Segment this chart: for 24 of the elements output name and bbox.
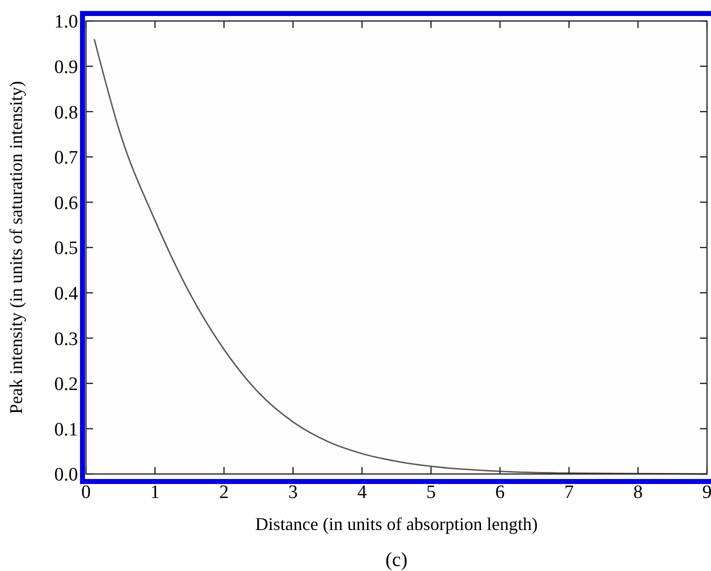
y-tick-label: 0.0	[54, 464, 78, 486]
x-tick-label: 5	[426, 482, 436, 503]
y-tick-label: 0.6	[54, 192, 78, 214]
y-tick-label: 0.3	[54, 328, 78, 350]
y-tick-label: 0.5	[54, 238, 78, 260]
y-tick-label: 1.0	[54, 12, 78, 33]
x-tick-label: 1	[150, 482, 160, 503]
y-tick-label: 0.4	[54, 283, 78, 304]
x-tick-label: 3	[288, 482, 298, 503]
y-tick-label: 0.9	[54, 56, 78, 78]
x-tick-label: 6	[495, 482, 505, 503]
y-tick-label: 0.7	[54, 148, 78, 169]
y-tick-label: 0.1	[54, 419, 78, 440]
x-tick-label: 8	[633, 482, 643, 503]
x-tick-label: 0	[81, 482, 91, 503]
text: (c)	[385, 549, 408, 571]
x-tick-label: 2	[219, 482, 229, 503]
y-tick-label: 0.8	[54, 102, 78, 124]
x-tick-label: 9	[702, 482, 711, 503]
x-axis-title: Distance (in units of absorption length)	[255, 514, 538, 534]
y-axis-title: Peak intensity (in units of saturation intensity)	[6, 81, 26, 414]
x-tick-label: 4	[357, 482, 368, 503]
y-tick-label: 0.2	[54, 374, 78, 396]
x-tick-label: 7	[564, 482, 574, 503]
